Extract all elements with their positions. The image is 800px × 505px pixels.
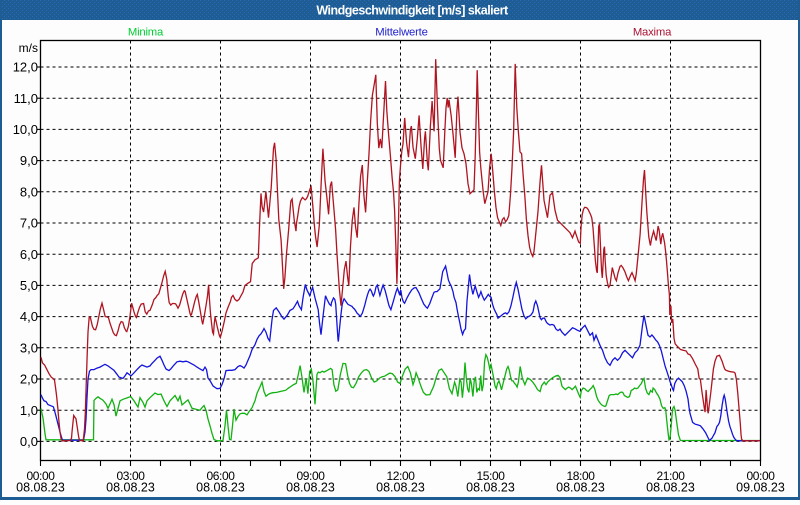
svg-text:08.08.23: 08.08.23 — [286, 481, 335, 495]
svg-text:11,0: 11,0 — [14, 91, 38, 106]
svg-text:08.08.23: 08.08.23 — [556, 481, 605, 495]
svg-text:08.08.23: 08.08.23 — [466, 481, 515, 495]
svg-text:Maxima: Maxima — [633, 27, 672, 39]
svg-text:Minima: Minima — [128, 27, 164, 39]
svg-text:1,0: 1,0 — [20, 403, 38, 418]
svg-text:3,0: 3,0 — [20, 340, 38, 355]
svg-text:0,0: 0,0 — [20, 434, 38, 449]
svg-text:Mittelwerte: Mittelwerte — [375, 27, 427, 39]
svg-text:00:00: 00:00 — [746, 469, 775, 483]
svg-text:09:00: 09:00 — [296, 469, 325, 483]
svg-text:08.08.23: 08.08.23 — [196, 481, 245, 495]
svg-text:15:00: 15:00 — [476, 469, 505, 483]
svg-text:08.08.23: 08.08.23 — [376, 481, 425, 495]
svg-text:2,0: 2,0 — [20, 372, 38, 387]
svg-text:06:00: 06:00 — [206, 469, 235, 483]
svg-text:08.08.23: 08.08.23 — [16, 481, 65, 495]
svg-text:09.08.23: 09.08.23 — [736, 481, 785, 495]
svg-text:9,0: 9,0 — [20, 153, 38, 168]
svg-text:6,0: 6,0 — [20, 247, 38, 262]
svg-text:00:00: 00:00 — [26, 469, 55, 483]
svg-text:18:00: 18:00 — [566, 469, 595, 483]
svg-text:12:00: 12:00 — [386, 469, 415, 483]
svg-text:8,0: 8,0 — [20, 184, 38, 199]
svg-text:10,0: 10,0 — [13, 122, 38, 137]
svg-text:7,0: 7,0 — [20, 216, 38, 231]
svg-text:m/s: m/s — [19, 41, 38, 55]
svg-text:03:00: 03:00 — [116, 469, 145, 483]
svg-text:5,0: 5,0 — [20, 278, 38, 293]
svg-text:4,0: 4,0 — [20, 309, 38, 324]
svg-text:08.08.23: 08.08.23 — [106, 481, 155, 495]
svg-text:21:00: 21:00 — [656, 469, 685, 483]
svg-text:Windgeschwindigkeit [m/s] skal: Windgeschwindigkeit [m/s] skaliert — [316, 4, 509, 18]
svg-text:08.08.23: 08.08.23 — [646, 481, 695, 495]
svg-text:12,0: 12,0 — [13, 60, 38, 75]
